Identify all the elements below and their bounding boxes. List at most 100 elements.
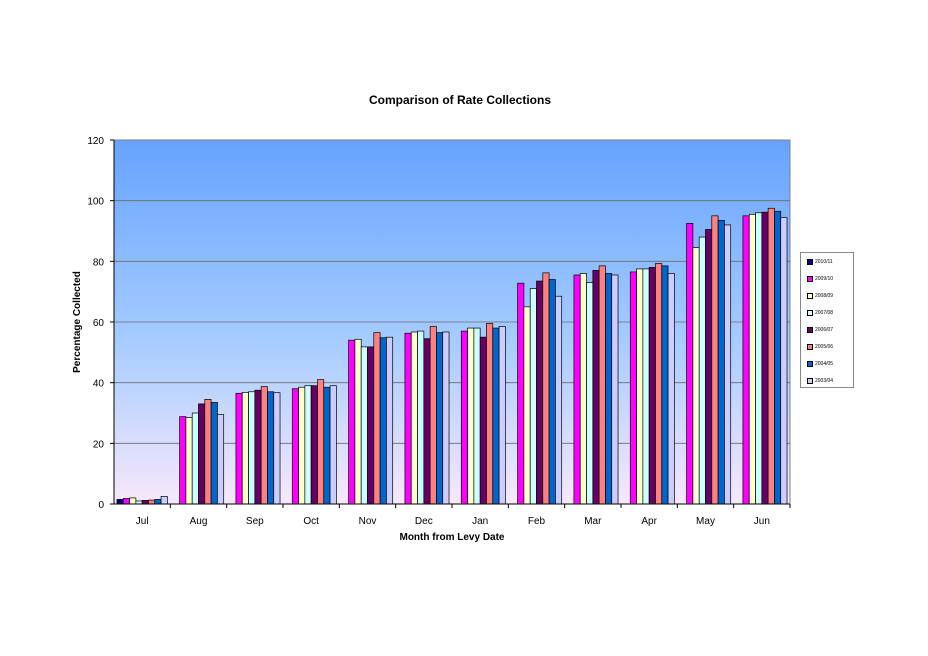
bar-2004-05-jan [492,327,500,505]
bar-2007-08-jan [473,327,481,505]
bar-2007-08-aug [191,412,199,505]
bar-2004-05-nov [379,337,387,505]
bar-2009-10-aug [179,416,187,505]
legend: 2010/11 2009/10 2008/09 2007/08 2006/07 2005/… [800,252,854,388]
bar-2005-06-jun [767,207,775,505]
bar-2004-05-jul [154,499,162,505]
bar-2006-07-mar [592,270,600,505]
bar-2006-07-nov [367,346,375,505]
bar-2008-09-jun [748,213,756,505]
bar-2008-09-mar [579,273,587,505]
y-tick-label: 60 [93,318,105,329]
legend-swatch [807,344,813,350]
legend-swatch [807,327,813,333]
bar-2003-04-may [724,224,732,505]
bar-2010-11-jul [116,499,124,505]
bar-2007-08-apr [642,268,650,505]
legend-item: 2004/05 [807,361,855,371]
legend-item: 2008/09 [807,293,855,303]
bar-2004-05-feb [548,279,556,505]
legend-item: 2007/08 [807,310,855,320]
bar-2005-06-aug [204,399,212,505]
bar-2005-06-dec [429,326,437,505]
bar-2004-05-oct [323,386,331,505]
bar-2007-08-feb [529,288,537,505]
bar-2005-06-oct [317,379,325,505]
bar-2008-09-dec [410,331,418,505]
bar-2006-07-may [705,229,713,505]
y-tick-label: 20 [93,439,105,450]
bar-2009-10-apr [629,271,637,505]
legend-item: 2009/10 [807,276,855,286]
bar-2007-08-jun [755,212,763,505]
legend-label: 2006/07 [815,327,834,333]
legend-item: 2010/11 [807,259,855,269]
bar-2006-07-jul [141,500,149,505]
bar-2008-09-jul [129,497,137,505]
bar-2005-06-jul [148,499,156,505]
bar-2004-05-sep [267,391,275,505]
bar-2005-06-feb [542,272,550,505]
x-tick-label: Aug [190,516,208,527]
bar-2005-06-mar [598,265,606,505]
bar-2009-10-dec [404,332,412,505]
legend-label: 2007/08 [815,310,834,316]
bar-2003-04-apr [667,273,675,505]
bar-2009-10-nov [348,339,356,505]
bar-2003-04-jan [498,326,506,505]
bar-2005-06-jan [486,323,494,505]
bar-2006-07-sep [254,389,262,505]
bar-2008-09-oct [298,386,306,505]
y-tick-label: 120 [87,136,104,147]
bar-2005-06-apr [655,263,663,505]
bar-2008-09-aug [185,417,193,505]
bar-2009-10-jul [122,498,130,505]
bar-2005-06-sep [260,386,268,505]
legend-label: 2009/10 [815,276,834,282]
x-tick-label: Jan [472,516,488,527]
y-tick-label: 0 [98,500,104,511]
x-tick-label: May [696,516,715,527]
bar-2004-05-jun [774,210,782,505]
bar-2008-09-nov [354,338,362,505]
y-tick-label: 80 [93,257,105,268]
bar-2009-10-feb [517,282,525,505]
bar-2007-08-nov [360,346,368,505]
x-tick-label: Sep [246,516,264,527]
bar-2004-05-mar [605,273,613,505]
x-tick-label: Nov [359,516,377,527]
bar-2009-10-sep [235,392,243,505]
bar-2003-04-dec [442,331,450,505]
bar-2006-07-oct [310,385,318,505]
bars [116,207,788,505]
legend-swatch [807,310,813,316]
legend-swatch [807,378,813,384]
bar-2005-06-may [711,215,719,505]
bar-2006-07-aug [198,403,206,505]
bar-2007-08-may [698,236,706,505]
x-tick-label: Jun [754,516,770,527]
axes: 0 20 40 60 80 100 120 Jul Aug Sep Oct Nov Dec Jan Feb M… [87,136,791,527]
x-axis-label: Month from Levy Date [399,532,504,543]
bar-2006-07-feb [536,280,544,505]
legend-label: 2004/05 [815,361,834,367]
bar-2008-09-feb [523,306,531,505]
x-tick-label: Apr [641,516,657,527]
bar-2006-07-jun [761,211,769,505]
legend-label: 2005/06 [815,344,834,350]
bar-2006-07-jan [479,336,487,505]
legend-item: 2003/04 [807,378,855,388]
bar-2009-10-mar [573,274,581,505]
bar-2004-05-aug [210,402,218,505]
gridlines [114,200,790,444]
legend-swatch [807,361,813,367]
bar-2009-10-jun [742,215,750,505]
bar-2006-07-dec [423,338,431,505]
bar-2004-05-may [717,220,725,505]
bar-2009-10-oct [291,388,299,505]
bar-2003-04-mar [611,274,619,505]
legend-label: 2003/04 [815,378,834,384]
bar-2006-07-apr [648,267,656,505]
bar-2007-08-oct [304,385,312,505]
